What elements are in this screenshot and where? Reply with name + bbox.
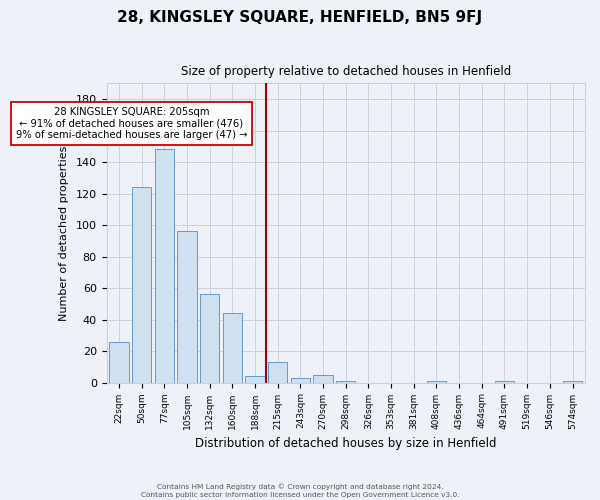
- Bar: [495, 381, 514, 382]
- Bar: [200, 294, 220, 382]
- Text: 28, KINGSLEY SQUARE, HENFIELD, BN5 9FJ: 28, KINGSLEY SQUARE, HENFIELD, BN5 9FJ: [118, 10, 482, 25]
- X-axis label: Distribution of detached houses by size in Henfield: Distribution of detached houses by size …: [195, 437, 497, 450]
- Bar: [109, 342, 128, 382]
- Bar: [155, 150, 174, 382]
- Bar: [563, 381, 582, 382]
- Bar: [268, 362, 287, 382]
- Title: Size of property relative to detached houses in Henfield: Size of property relative to detached ho…: [181, 65, 511, 78]
- Text: 28 KINGSLEY SQUARE: 205sqm
← 91% of detached houses are smaller (476)
9% of semi: 28 KINGSLEY SQUARE: 205sqm ← 91% of deta…: [16, 107, 247, 140]
- Y-axis label: Number of detached properties: Number of detached properties: [59, 146, 69, 320]
- Bar: [313, 374, 333, 382]
- Bar: [178, 232, 197, 382]
- Bar: [245, 376, 265, 382]
- Bar: [223, 314, 242, 382]
- Text: Contains HM Land Registry data © Crown copyright and database right 2024.
Contai: Contains HM Land Registry data © Crown c…: [140, 484, 460, 498]
- Bar: [291, 378, 310, 382]
- Bar: [336, 381, 355, 382]
- Bar: [427, 381, 446, 382]
- Bar: [132, 188, 151, 382]
